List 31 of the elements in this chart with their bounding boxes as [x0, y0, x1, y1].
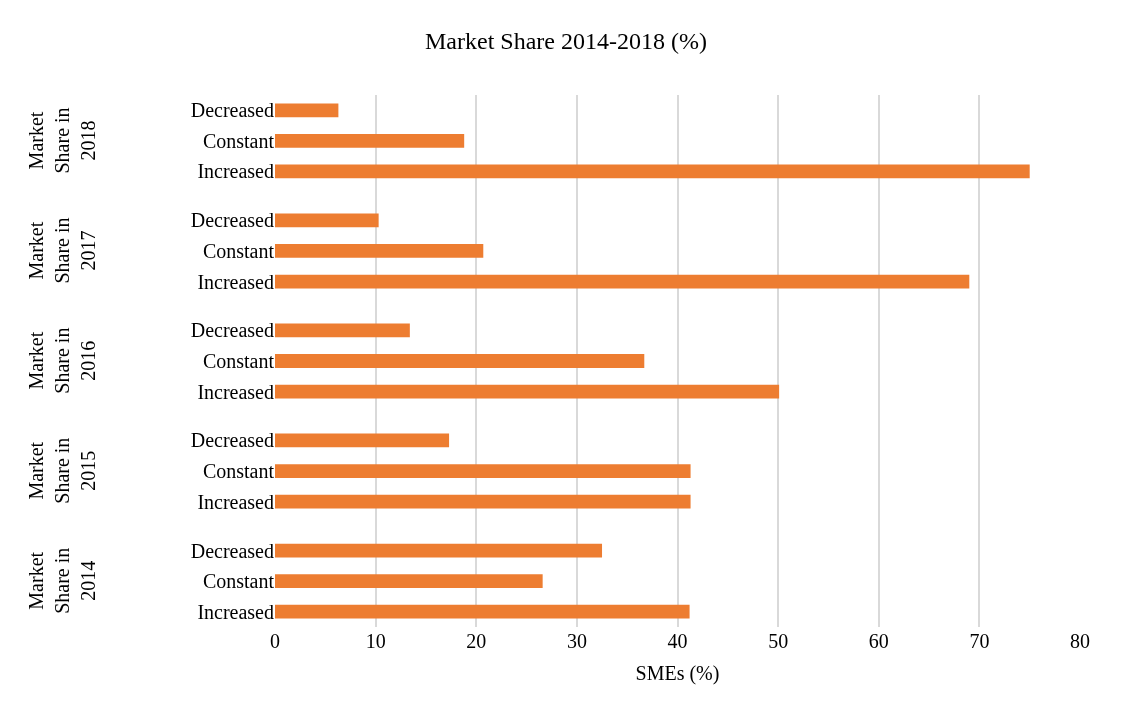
text: Market Share in 2018 [24, 107, 99, 174]
x-tick-label: 40 [667, 630, 688, 652]
x-tick-label: 30 [566, 630, 587, 652]
y-tick-label: Constant [202, 350, 275, 372]
y-tick-label: Constant [202, 460, 275, 483]
y-tick-label: Increased [197, 490, 274, 513]
x-tick-label: 70 [969, 630, 990, 652]
x-tick-label: 10 [365, 630, 386, 652]
y-tick-label: Increased [197, 380, 274, 403]
y-tick-label: Increased [197, 160, 274, 183]
x-tick-label: 60 [868, 630, 889, 652]
x-tick-label: 0 [270, 630, 280, 652]
y-tick-label: Increased [197, 270, 274, 293]
y-tick-label: Decreased [190, 429, 274, 452]
y-tick-label: Constant [202, 129, 275, 152]
text: Market Share in 2016 [24, 327, 99, 394]
y-tick-label: Decreased [190, 319, 274, 342]
x-axis-title: SMEs (%) [635, 661, 720, 685]
x-tick-label: 80 [1070, 630, 1090, 652]
x-tick-label: 50 [768, 630, 789, 652]
x-tick-label: 20 [466, 630, 487, 652]
y-tick-label: Decreased [190, 209, 274, 232]
text: Market Share in 2017 [24, 217, 99, 284]
y-tick-label: Constant [202, 239, 275, 262]
text: Market Share in 2014 [24, 547, 99, 614]
y-tick-label: Decreased [190, 99, 274, 122]
chart-title: Market Share 2014-2018 (%) [425, 28, 707, 55]
y-tick-label: Decreased [190, 539, 274, 562]
y-tick-label: Increased [197, 600, 274, 623]
y-tick-label: Constant [202, 570, 275, 593]
text: Market Share in 2015 [24, 437, 99, 504]
